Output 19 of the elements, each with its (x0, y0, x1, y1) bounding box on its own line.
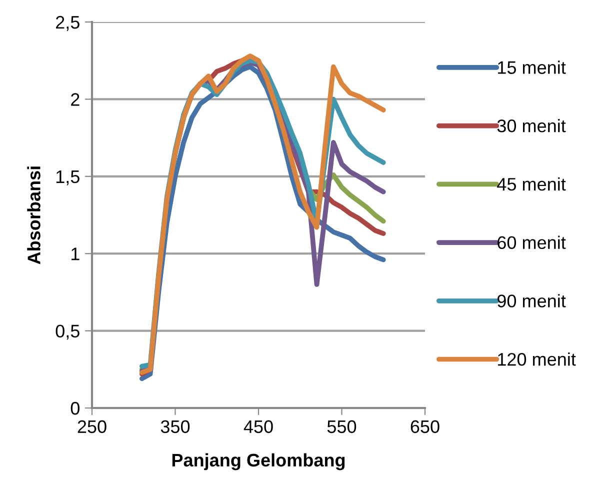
y-axis-title: Absorbansi (27, 166, 40, 264)
legend-label: 120 menit (498, 352, 576, 366)
legend-label: 60 menit (498, 236, 566, 250)
x-tick-label: 250 (78, 420, 106, 434)
y-tick-label: 1 (72, 248, 80, 260)
y-tick-label: 2 (71, 93, 80, 106)
x-tick-label: 650 (410, 420, 440, 434)
legend-label: 45 menit (497, 177, 566, 191)
y-tick-label: 2,5 (56, 16, 80, 31)
x-axis-title: Panjang Gelombang (172, 453, 345, 470)
y-tick-label: 0 (70, 402, 80, 415)
legend-label: 15 menit (498, 60, 566, 74)
legend-label: 90 menit (498, 294, 566, 308)
x-tick-label: 550 (327, 420, 356, 434)
x-tick-label: 450 (244, 420, 273, 434)
y-tick-label: 0,5 (56, 324, 80, 340)
x-tick-label: 350 (160, 420, 190, 434)
y-tick-label: 1,5 (56, 170, 80, 186)
legend-label: 30 menit (497, 119, 566, 132)
